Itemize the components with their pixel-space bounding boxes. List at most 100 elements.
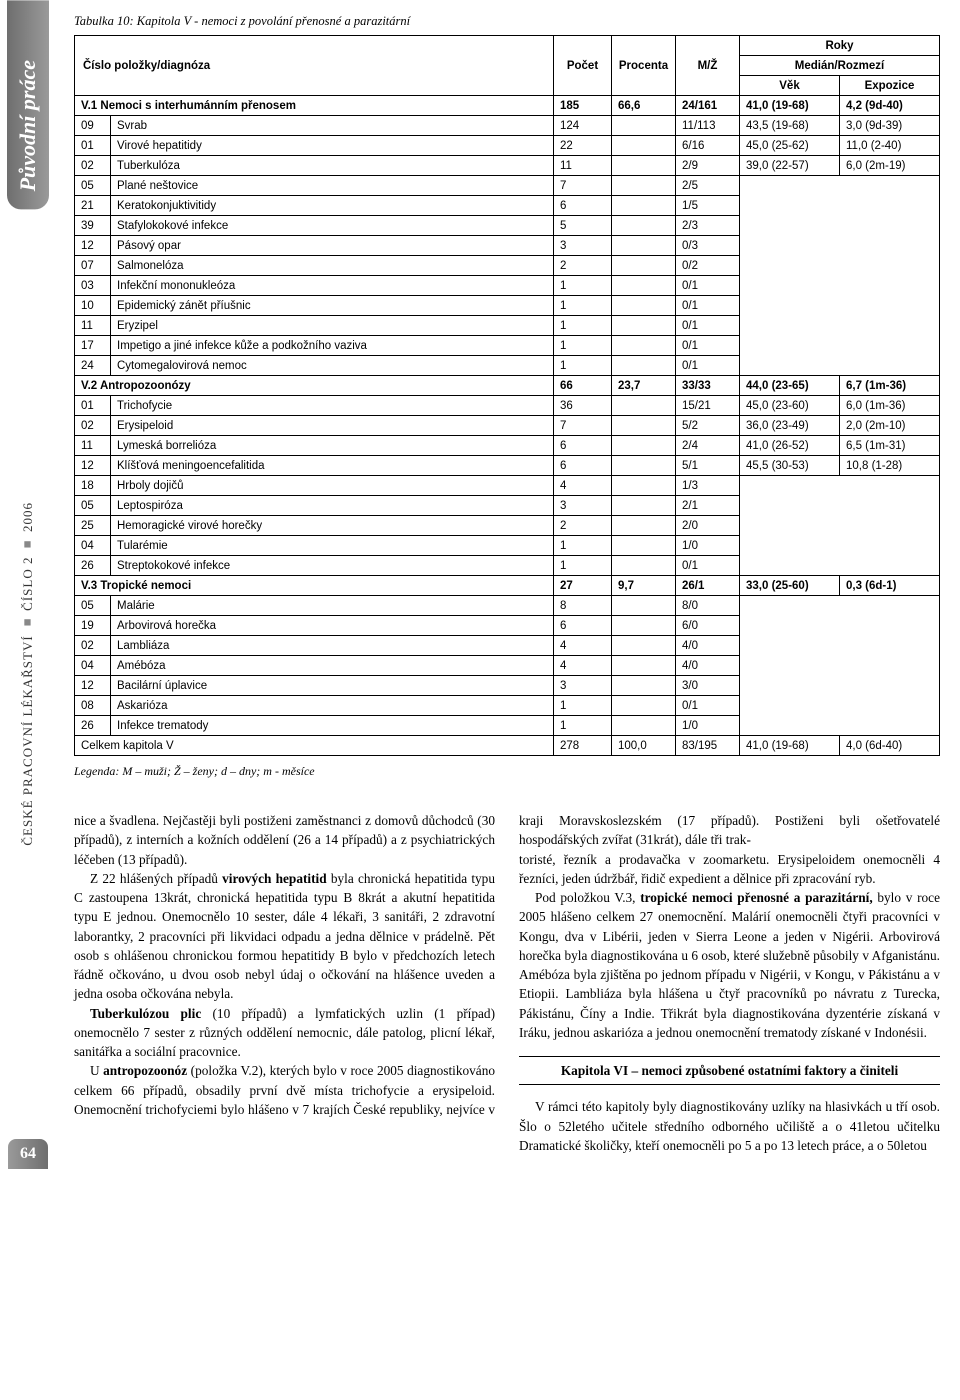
table-cell: 1: [554, 556, 612, 576]
table-cell: Keratokonjuktivitidy: [111, 196, 554, 216]
page-number: 64: [8, 1139, 48, 1169]
table-cell: 05: [75, 176, 111, 196]
table-cell: 0/1: [676, 276, 740, 296]
table-cell: 1: [554, 316, 612, 336]
table-cell: 04: [75, 656, 111, 676]
th-exp: Expozice: [840, 76, 940, 96]
table-cell: 11: [554, 156, 612, 176]
table-cell: Plané neštovice: [111, 176, 554, 196]
table-cell: 2/3: [676, 216, 740, 236]
table-cell: [612, 556, 676, 576]
rail-issue: ČÍSLO 2: [20, 557, 35, 611]
table-cell: 6/0: [676, 616, 740, 636]
table-cell: [612, 516, 676, 536]
table-cell: 1: [554, 536, 612, 556]
th-roky: Roky: [740, 36, 940, 56]
table-cell: 0/2: [676, 256, 740, 276]
table-cell: 100,0: [612, 736, 676, 756]
table-cell: 17: [75, 336, 111, 356]
table-cell: 1/5: [676, 196, 740, 216]
table-cell: 5/2: [676, 416, 740, 436]
rail-year: 2006: [20, 502, 35, 532]
paragraph: Z 22 hlášených případů virových hepatiti…: [74, 869, 495, 1004]
table-cell: 45,0 (23-60): [740, 396, 840, 416]
table-cell: [612, 316, 676, 336]
table-cell: 39: [75, 216, 111, 236]
table-total-row: Celkem kapitola V278100,083/19541,0 (19-…: [75, 736, 940, 756]
table-cell: 2/1: [676, 496, 740, 516]
table-cell: 1: [554, 696, 612, 716]
table-cell: 26/1: [676, 576, 740, 596]
table-legend: Legenda: M – muži; Ž – ženy; d – dny; m …: [74, 764, 940, 779]
table-cell: 83/195: [676, 736, 740, 756]
table-cell: 6,7 (1m-36): [840, 376, 940, 396]
table-row: 02Tuberkulóza112/939,0 (22-57)6,0 (2m-19…: [75, 156, 940, 176]
table-cell: 01: [75, 396, 111, 416]
table-cell: 0/1: [676, 356, 740, 376]
th-count: Počet: [554, 36, 612, 96]
rail-square-icon: [20, 537, 35, 553]
side-rail: Původní práce ČESKÉ PRACOVNÍ LÉKAŘSTVÍ Č…: [0, 0, 56, 1169]
table-cell: 5: [554, 216, 612, 236]
table-cell: 1/0: [676, 716, 740, 736]
table-cell: [612, 616, 676, 636]
table-cell: 0/1: [676, 696, 740, 716]
table-cell: [612, 416, 676, 436]
table-cell: 2/5: [676, 176, 740, 196]
table-cell: 1: [554, 356, 612, 376]
table-cell: Salmonelóza: [111, 256, 554, 276]
table-cell: 11,0 (2-40): [840, 136, 940, 156]
table-cell: V.3 Tropické nemoci: [75, 576, 554, 596]
table-cell: 2,0 (2m-10): [840, 416, 940, 436]
table-cell: 8/0: [676, 596, 740, 616]
table-cell: 24: [75, 356, 111, 376]
table-cell: 02: [75, 156, 111, 176]
table-cell: [612, 696, 676, 716]
table-cell: 04: [75, 536, 111, 556]
rail-journal-info: ČESKÉ PRACOVNÍ LÉKAŘSTVÍ ČÍSLO 2 2006: [20, 482, 36, 866]
table-cell: [612, 336, 676, 356]
table-cell: 12: [75, 676, 111, 696]
table-cell: 6: [554, 196, 612, 216]
table-cell: 5/1: [676, 456, 740, 476]
table-cell: [740, 176, 940, 376]
table-cell: [740, 476, 940, 576]
table-cell: Arbovirová horečka: [111, 616, 554, 636]
th-mz: M/Ž: [676, 36, 740, 96]
table-cell: [612, 196, 676, 216]
table-cell: 36,0 (23-49): [740, 416, 840, 436]
table-cell: [740, 596, 940, 736]
table-cell: 3/0: [676, 676, 740, 696]
table-cell: 185: [554, 96, 612, 116]
paragraph: V rámci této kapitoly byly diagnostiková…: [519, 1097, 940, 1155]
rail-journal: ČESKÉ PRACOVNÍ LÉKAŘSTVÍ: [20, 636, 35, 846]
table-row: 09Svrab12411/11343,5 (19-68)3,0 (9d-39): [75, 116, 940, 136]
table-cell: 2/4: [676, 436, 740, 456]
table-cell: 3: [554, 236, 612, 256]
table-cell: [612, 476, 676, 496]
table-cell: 66,6: [612, 96, 676, 116]
table-cell: Eryzipel: [111, 316, 554, 336]
table-cell: 33/33: [676, 376, 740, 396]
paragraph: toristé, řezník a prodavačka v zoomarket…: [519, 850, 940, 889]
table-cell: 41,0 (26-52): [740, 436, 840, 456]
table-cell: Impetigo a jiné infekce kůže a podkožníh…: [111, 336, 554, 356]
table-cell: V.1 Nemoci s interhumánním přenosem: [75, 96, 554, 116]
table-row: 12Klíšťová meningoencefalitida65/145,5 (…: [75, 456, 940, 476]
body-text: nice a švadlena. Nejčastěji byli postiže…: [74, 811, 940, 1155]
table-cell: Trichofycie: [111, 396, 554, 416]
table-cell: 0/1: [676, 316, 740, 336]
table-cell: [612, 636, 676, 656]
table-cell: Lymeská borrelióza: [111, 436, 554, 456]
table-cell: 45,0 (25-62): [740, 136, 840, 156]
table-cell: [612, 656, 676, 676]
main-content: Tabulka 10: Kapitola V - nemoci z povolá…: [56, 0, 960, 1169]
table-cell: 2: [554, 256, 612, 276]
table-cell: Epidemický zánět příušnic: [111, 296, 554, 316]
table-cell: 0/1: [676, 556, 740, 576]
table-row: 18Hrboly dojičů41/3: [75, 476, 940, 496]
table-cell: 6/16: [676, 136, 740, 156]
bold-term: virových hepatitid: [222, 871, 326, 886]
table-cell: Pásový opar: [111, 236, 554, 256]
bold-term: tropické nemoci přenosné a parazitární,: [640, 890, 872, 905]
